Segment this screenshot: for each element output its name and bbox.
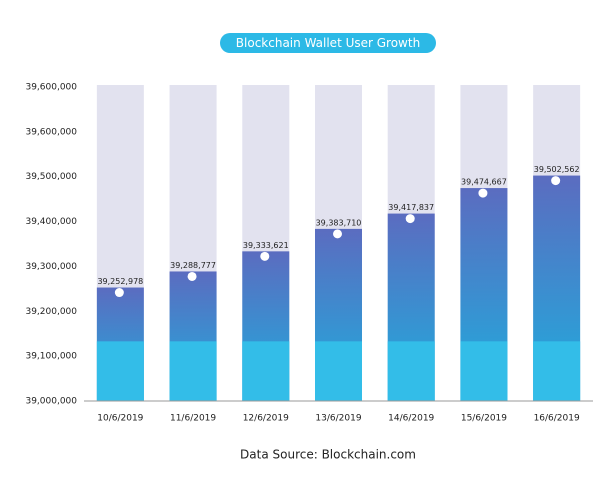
bar-base: [169, 341, 217, 401]
y-tick-label: 39,200,000: [25, 307, 77, 317]
source: Data Source: Blockchain.com: [240, 448, 416, 462]
y-tick-label: 39,500,000: [25, 172, 77, 182]
value-label: 39,383,710: [316, 218, 362, 227]
bar-base: [460, 341, 508, 401]
y-tick-label: 39,000,000: [25, 397, 77, 407]
x-tick-label: 15/6/2019: [461, 414, 507, 424]
y-tick-label: 39,400,000: [25, 217, 77, 227]
value-label: 39,474,667: [461, 178, 507, 187]
point: [114, 288, 124, 298]
point: [333, 229, 342, 239]
value-label: 39,417,837: [388, 203, 434, 212]
point: [478, 188, 488, 198]
y-tick-label: 39,600,000: [25, 83, 77, 93]
point: [551, 176, 561, 186]
value-label: 39,502,562: [534, 165, 580, 174]
x-tick-label: 11/6/2019: [170, 414, 216, 424]
bar-base: [315, 341, 362, 401]
y-tick-label: 39,100,000: [25, 352, 77, 362]
bar-base: [96, 341, 144, 401]
value-label: 39,252,978: [97, 277, 143, 286]
bar-base: [387, 341, 435, 401]
y-tick-label: 39,300,000: [25, 262, 77, 272]
value-label: 39,333,621: [243, 241, 289, 250]
title-pill: [220, 33, 436, 53]
x-tick-label: 14/6/2019: [388, 414, 434, 424]
chart-title: Blockchain Wallet User Growth: [236, 36, 420, 50]
y-tick-label: 39,600,000: [25, 127, 77, 137]
x-tick-label: 13/6/2019: [315, 414, 361, 424]
x-tick-label: 10/6/2019: [97, 414, 143, 424]
value-label: 39,288,777: [170, 261, 216, 270]
x-tick-label: 12/6/2019: [243, 414, 289, 424]
bar-base: [242, 341, 290, 401]
x-tick-label: 16/6/2019: [534, 414, 580, 424]
point: [260, 251, 270, 261]
point: [405, 214, 415, 224]
point: [187, 271, 197, 281]
bar-base: [533, 341, 581, 401]
